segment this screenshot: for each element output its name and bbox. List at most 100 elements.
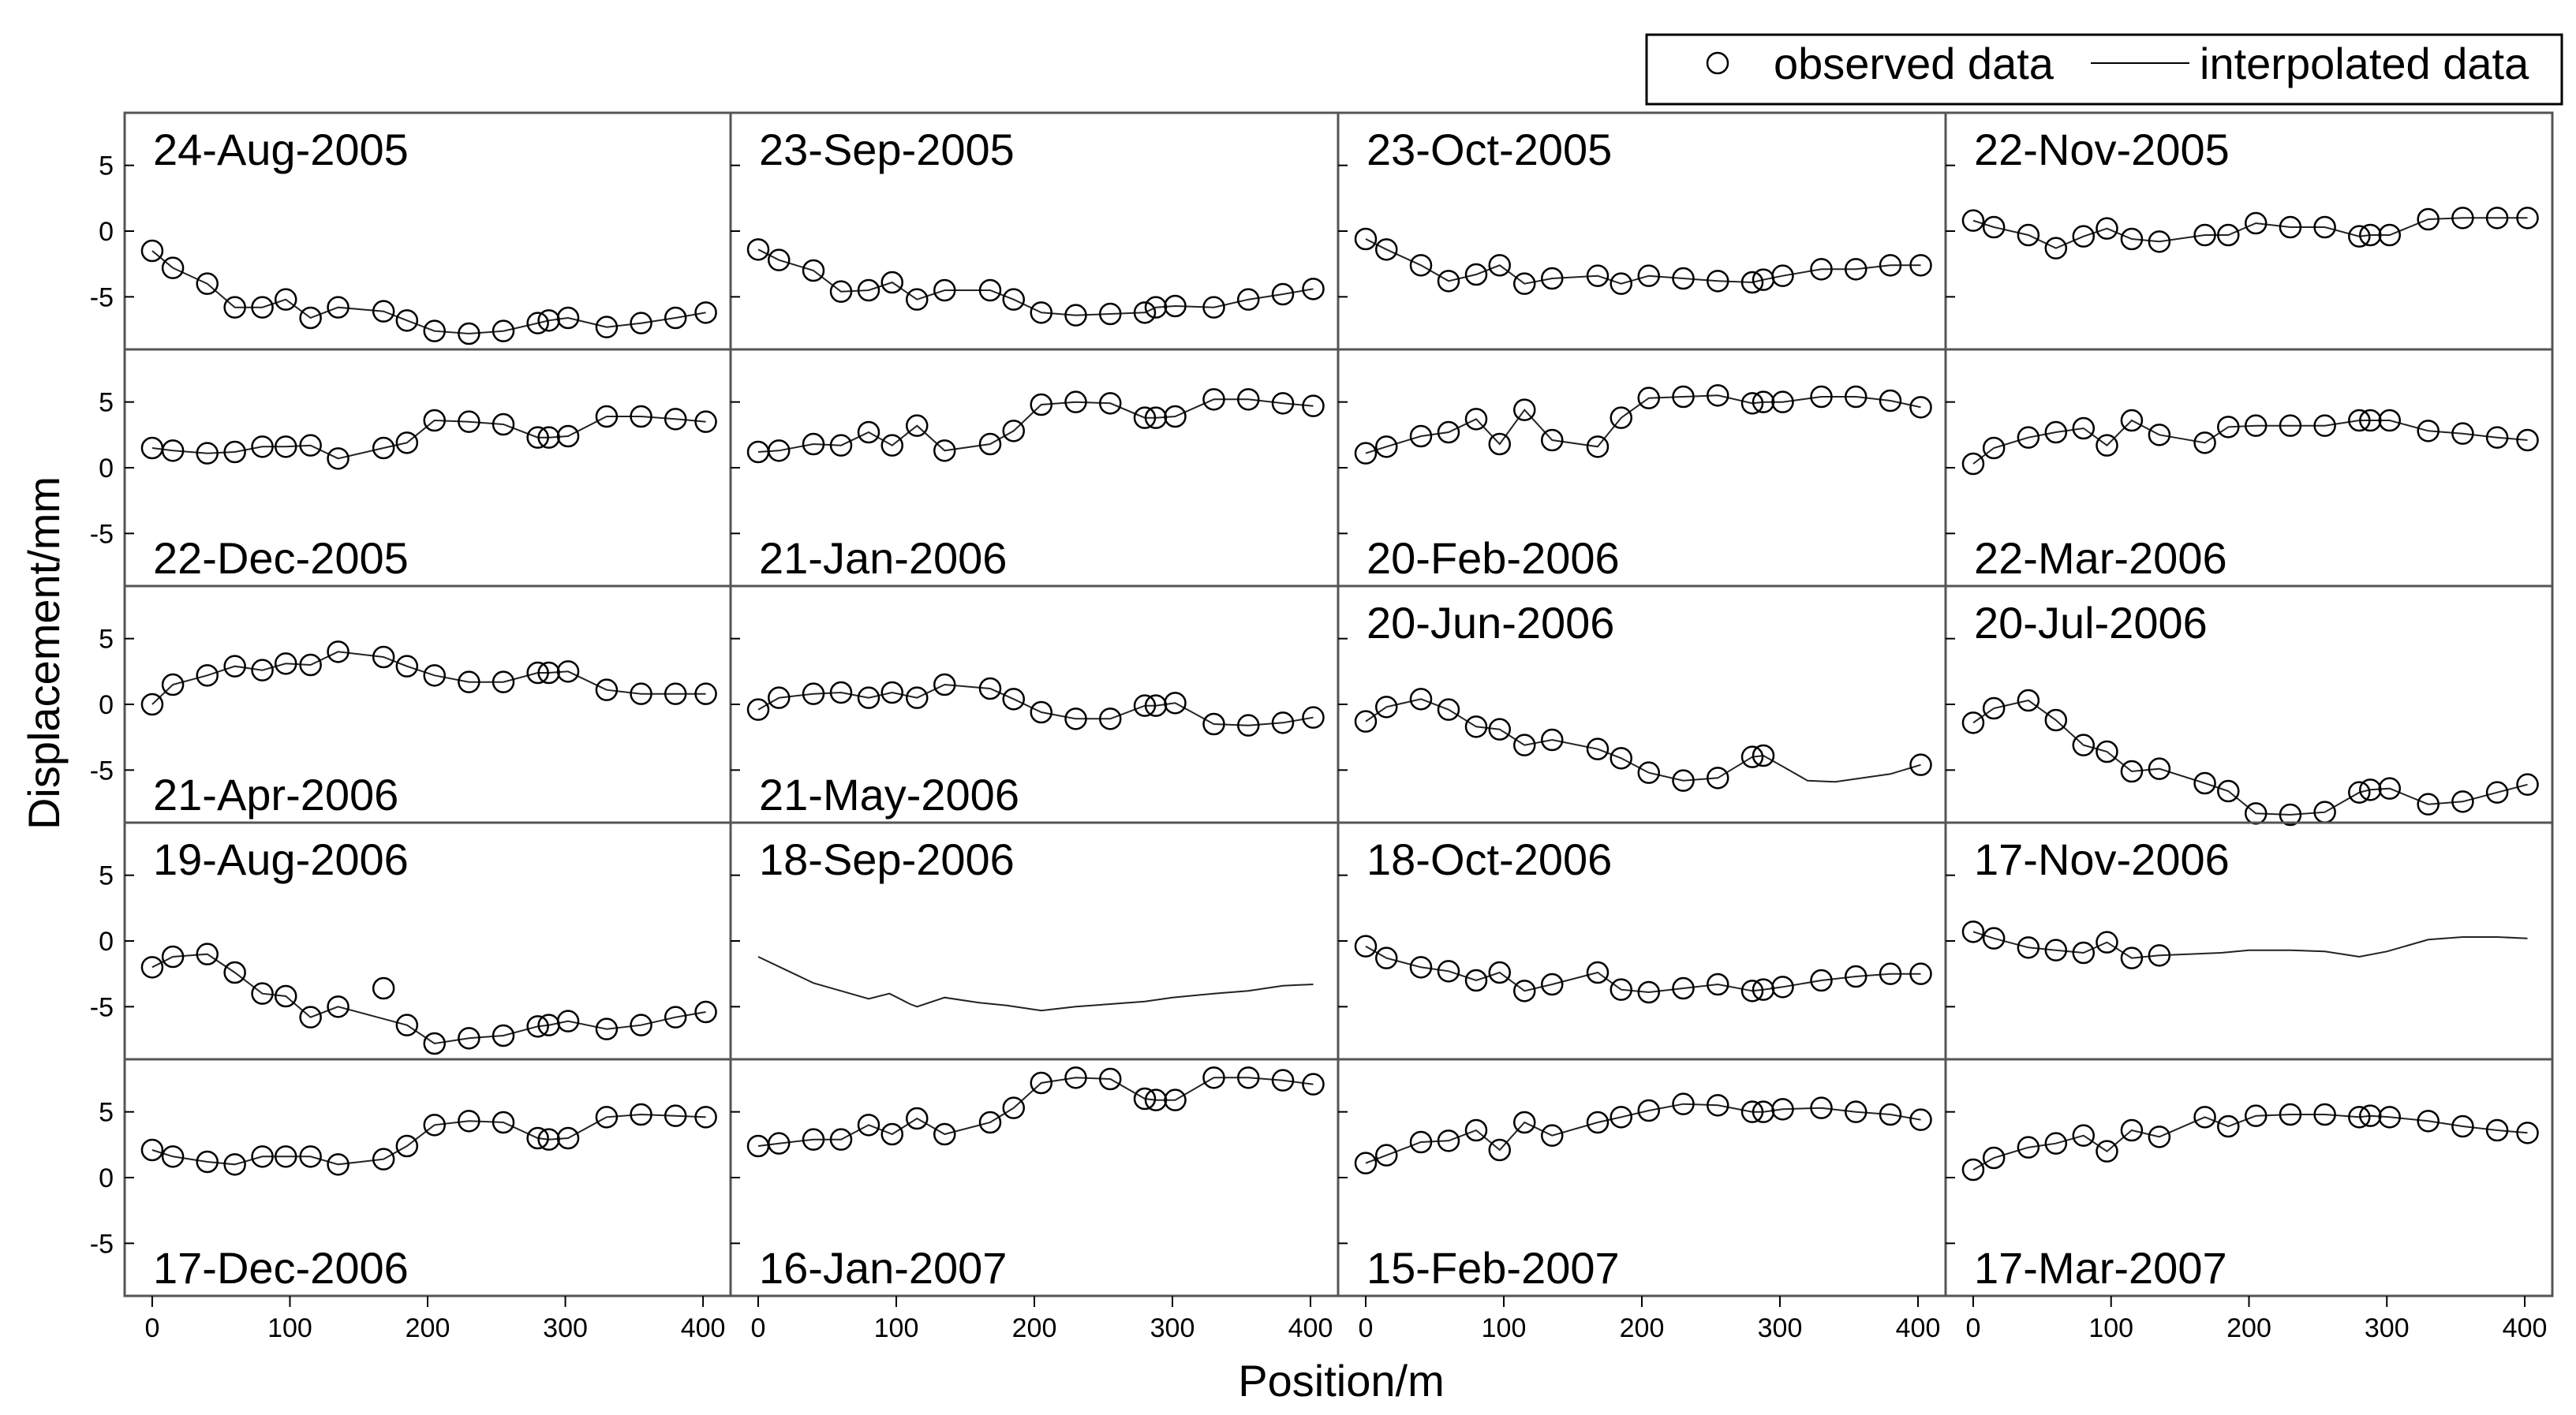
observed-point	[537, 661, 560, 685]
observed-point	[1354, 227, 1378, 251]
observed-point	[1740, 392, 1764, 415]
observed-point	[2017, 1136, 2040, 1159]
observed-point	[1771, 390, 1794, 413]
observed-point	[1672, 267, 1695, 290]
observed-point	[746, 698, 770, 721]
panel-5: 5 0 -5 22-Dec-2005	[90, 348, 732, 588]
observed-point	[1302, 1073, 1325, 1096]
observed-point	[1810, 385, 1833, 409]
observed-point	[664, 306, 687, 330]
x-tick-label: 300	[2365, 1313, 2410, 1343]
observed-point	[2044, 420, 2068, 444]
observed-point	[327, 296, 350, 319]
panel-date-label: 21-Apr-2006	[153, 770, 398, 820]
observed-point	[829, 681, 853, 704]
observed-point	[1707, 1094, 1729, 1117]
observed-point	[2044, 237, 2068, 259]
observed-point	[2378, 409, 2402, 432]
observed-point	[1909, 396, 1932, 419]
x-tick-label: 100	[874, 1313, 919, 1343]
observed-point	[630, 1103, 652, 1126]
observed-point	[694, 301, 717, 324]
observed-point	[274, 1145, 297, 1168]
observed-point	[1099, 1067, 1122, 1091]
observed-point	[2378, 223, 2402, 247]
x-tick-label: 400	[1896, 1313, 1941, 1343]
observed-point	[1740, 745, 1764, 768]
observed-point	[595, 1106, 619, 1129]
observed-point	[1464, 715, 1488, 738]
observed-point	[2417, 207, 2440, 231]
observed-point	[327, 1153, 350, 1176]
observed-point	[768, 1132, 791, 1155]
observed-point	[630, 405, 652, 428]
observed-point	[933, 1122, 956, 1146]
observed-point	[2417, 793, 2440, 816]
observed-point	[2072, 225, 2096, 248]
observed-point	[880, 1122, 903, 1146]
observed-point	[196, 1150, 219, 1174]
observed-point	[526, 426, 549, 449]
observed-point	[2072, 416, 2096, 440]
observed-point	[1845, 965, 1868, 988]
x-tick-label: 200	[406, 1313, 451, 1343]
observed-point	[492, 1111, 515, 1134]
interpolated-line	[1365, 945, 1921, 994]
observed-point	[1164, 1088, 1187, 1111]
observed-point	[1909, 254, 1932, 277]
observed-point	[2217, 1114, 2240, 1138]
y-tick-label: -5	[90, 992, 114, 1022]
y-tick-label: 0	[99, 454, 114, 483]
observed-point	[2485, 781, 2509, 804]
observed-point	[1375, 1144, 1398, 1167]
observed-point	[768, 686, 791, 709]
observed-point	[2120, 946, 2144, 969]
legend: observed data interpolated data	[1645, 33, 2563, 106]
observed-point	[2148, 230, 2171, 253]
observed-point	[1909, 753, 1932, 776]
observed-point	[1237, 714, 1260, 737]
observed-point	[2096, 434, 2118, 457]
observed-point	[1586, 961, 1610, 984]
observed-point	[395, 655, 419, 678]
observed-point	[1409, 688, 1433, 711]
observed-point	[2217, 223, 2240, 247]
observed-point	[2313, 414, 2336, 437]
observed-point	[664, 682, 687, 705]
observed-point	[556, 1010, 580, 1032]
observed-point	[2451, 422, 2474, 445]
x-tick-label: 100	[1482, 1313, 1527, 1343]
y-tick-label: 0	[99, 690, 114, 720]
y-tick-label: 5	[99, 625, 114, 655]
observed-point	[1586, 1111, 1610, 1134]
observed-point	[395, 431, 419, 454]
observed-point	[1879, 962, 1902, 985]
observed-point	[2485, 1118, 2509, 1142]
panel-date-label: 21-Jan-2006	[759, 533, 1007, 583]
observed-point	[1354, 1152, 1378, 1174]
observed-point	[2359, 409, 2382, 432]
observed-point	[395, 1014, 419, 1036]
observed-point	[1375, 435, 1398, 458]
observed-point	[1541, 1124, 1564, 1147]
x-tick-label: 300	[1150, 1313, 1195, 1343]
x-tick-label: 400	[2503, 1313, 2548, 1343]
observed-point	[1144, 1088, 1168, 1111]
x-tick-label: 0	[1359, 1313, 1374, 1343]
observed-point	[140, 1138, 164, 1162]
y-tick-label: 5	[99, 861, 114, 891]
observed-point	[2244, 1104, 2268, 1127]
observed-point	[1271, 392, 1295, 415]
y-tick-label: 5	[99, 1098, 114, 1128]
interpolated-line	[1365, 238, 1921, 285]
observed-point	[2485, 207, 2509, 230]
observed-point	[1909, 1108, 1932, 1131]
observed-point	[2017, 223, 2040, 247]
observed-point	[2359, 1104, 2382, 1127]
panel-7: 20-Feb-2006	[1337, 348, 1947, 588]
observed-point	[2017, 426, 2040, 449]
observed-point	[1961, 920, 1985, 943]
observed-point	[2451, 207, 2474, 230]
observed-point	[2313, 1103, 2336, 1126]
interpolated-line	[1972, 217, 2528, 249]
